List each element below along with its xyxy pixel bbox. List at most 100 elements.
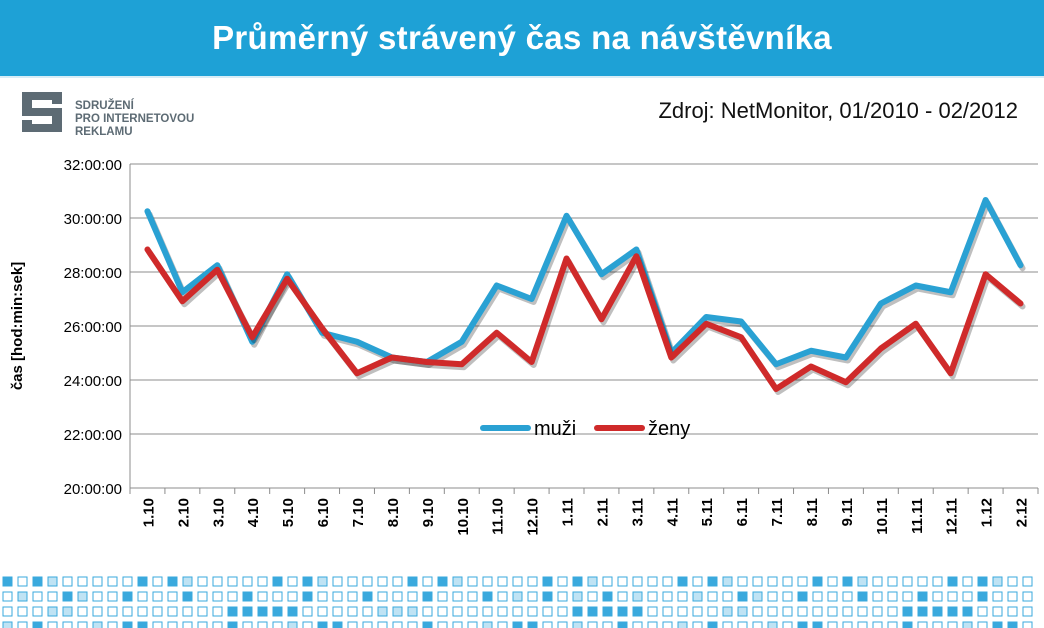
pattern-square	[602, 621, 613, 628]
pattern-square	[47, 576, 58, 587]
pattern-square	[242, 576, 253, 587]
pattern-square	[197, 591, 208, 602]
pattern-square	[302, 576, 313, 587]
pattern-square	[902, 621, 913, 628]
pattern-square	[362, 576, 373, 587]
pattern-square	[977, 591, 988, 602]
pattern-square	[947, 591, 958, 602]
pattern-square	[332, 606, 343, 617]
title-bar: Průměrný strávený čas na návštěvníka	[0, 0, 1044, 76]
pattern-square	[962, 621, 973, 628]
pattern-square	[122, 591, 133, 602]
pattern-square	[482, 621, 493, 628]
pattern-square	[692, 576, 703, 587]
x-tick-label: 1.10	[140, 498, 157, 527]
pattern-square	[527, 591, 538, 602]
series-line-zeny	[144, 246, 1024, 392]
pattern-square	[602, 606, 613, 617]
pattern-square	[962, 576, 973, 587]
pattern-square	[1007, 576, 1018, 587]
pattern-square	[782, 606, 793, 617]
pattern-square	[497, 591, 508, 602]
pattern-square	[32, 621, 43, 628]
pattern-square	[722, 606, 733, 617]
pattern-square	[767, 606, 778, 617]
pattern-square	[752, 576, 763, 587]
pattern-square	[62, 576, 73, 587]
pattern-square	[722, 621, 733, 628]
x-tick-label: 3.10	[210, 498, 227, 527]
pattern-square	[2, 576, 13, 587]
pattern-square	[902, 576, 913, 587]
pattern-square	[62, 591, 73, 602]
pattern-square	[527, 576, 538, 587]
pattern-square	[1007, 591, 1018, 602]
pattern-square	[32, 591, 43, 602]
pattern-square	[1022, 576, 1033, 587]
pattern-square	[542, 591, 553, 602]
pattern-square	[482, 576, 493, 587]
pattern-square	[587, 591, 598, 602]
pattern-square	[812, 606, 823, 617]
pattern-square	[497, 576, 508, 587]
x-tick-label: 7.11	[769, 498, 786, 526]
pattern-square	[872, 591, 883, 602]
pattern-square	[887, 591, 898, 602]
x-tick-label: 10.11	[874, 498, 891, 535]
pattern-square	[617, 576, 628, 587]
pattern-square	[407, 576, 418, 587]
pattern-square	[152, 591, 163, 602]
pattern-square	[212, 591, 223, 602]
pattern-square	[632, 576, 643, 587]
pattern-square	[977, 606, 988, 617]
pattern-square	[872, 606, 883, 617]
pattern-square	[467, 576, 478, 587]
pattern-square	[692, 621, 703, 628]
pattern-square	[587, 606, 598, 617]
x-tick-label: 3.11	[629, 498, 646, 526]
pattern-square	[482, 591, 493, 602]
pattern-square	[932, 621, 943, 628]
pattern-square	[212, 606, 223, 617]
pattern-square	[992, 621, 1003, 628]
y-tick-label: 26:00:00	[64, 319, 122, 336]
page-title: Průměrný strávený čas na návštěvníka	[212, 19, 832, 56]
pattern-square	[272, 591, 283, 602]
pattern-square	[737, 621, 748, 628]
pattern-square	[392, 591, 403, 602]
pattern-square	[17, 606, 28, 617]
pattern-square	[47, 591, 58, 602]
pattern-square	[737, 576, 748, 587]
pattern-square	[992, 606, 1003, 617]
pattern-square	[722, 591, 733, 602]
pattern-square	[512, 591, 523, 602]
logo-icon	[22, 92, 62, 132]
pattern-square	[212, 576, 223, 587]
pattern-square	[167, 576, 178, 587]
x-tick-label: 10.10	[455, 498, 472, 536]
pattern-square	[647, 591, 658, 602]
pattern-square	[617, 591, 628, 602]
pattern-square	[572, 591, 583, 602]
pattern-square	[602, 591, 613, 602]
pattern-square	[632, 606, 643, 617]
pattern-square	[797, 576, 808, 587]
pattern-square	[272, 576, 283, 587]
pattern-square	[557, 591, 568, 602]
pattern-square	[872, 621, 883, 628]
pattern-square	[827, 576, 838, 587]
pattern-square	[962, 591, 973, 602]
pattern-square	[122, 576, 133, 587]
legend-label: muži	[534, 418, 576, 440]
pattern-square	[332, 576, 343, 587]
pattern-square	[257, 591, 268, 602]
logo-text: SDRUŽENÍ PRO INTERNETOVOU REKLAMU	[75, 100, 194, 139]
x-tick-label: 8.10	[385, 498, 402, 527]
x-tick-label: 5.11	[699, 498, 716, 526]
pattern-square	[992, 591, 1003, 602]
y-tick-label: 28:00:00	[64, 265, 122, 282]
pattern-square	[317, 591, 328, 602]
line-chart: 20:00:00 22:00:00 24:00:00 26:00:00 28:00:00…	[9, 157, 1039, 536]
pattern-square	[767, 591, 778, 602]
pattern-square	[962, 606, 973, 617]
